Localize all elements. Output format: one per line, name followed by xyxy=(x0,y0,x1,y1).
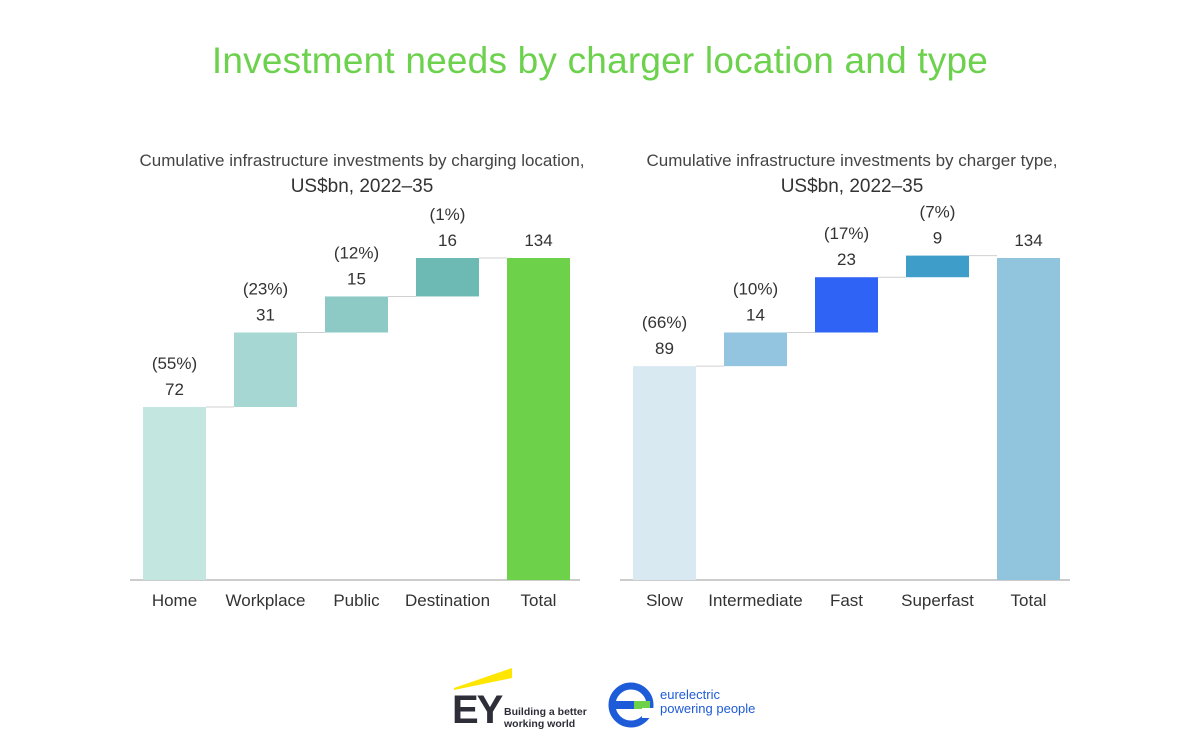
waterfall-bar xyxy=(906,255,969,278)
data-label: 14 xyxy=(746,305,765,324)
waterfall-bar xyxy=(815,277,878,333)
eurelectric-name: eurelectric xyxy=(660,687,720,702)
waterfall-chart-location: 72 (55%) Home 31 (23%) Workplace 15 (12%) Public… xyxy=(130,205,580,610)
share-label: (10%) xyxy=(733,279,778,298)
chart-subtitle: US$bn, 2022–35 xyxy=(780,176,924,197)
category-label: Intermediate xyxy=(708,591,803,610)
waterfall-bar xyxy=(507,258,570,580)
share-label: (17%) xyxy=(824,224,869,243)
category-label: Total xyxy=(1011,591,1047,610)
category-label: Public xyxy=(333,591,380,610)
waterfall-bar xyxy=(724,332,787,367)
chart-title-line: Cumulative infrastructure investments by… xyxy=(139,151,585,170)
ey-tagline-line: Building a better xyxy=(504,706,587,718)
chart-by-location: Cumulative infrastructure investments by… xyxy=(122,140,602,630)
chart-title-line: Cumulative infrastructure investments by… xyxy=(646,151,1058,170)
share-label: (7%) xyxy=(920,203,956,222)
category-label: Slow xyxy=(646,591,684,610)
share-label: (66%) xyxy=(642,313,687,332)
waterfall-bar xyxy=(143,406,206,580)
category-label: Home xyxy=(152,591,197,610)
category-label: Destination xyxy=(405,591,490,610)
eurelectric-wordmark: eurelectric powering people xyxy=(660,688,755,716)
waterfall-bar xyxy=(234,332,297,407)
waterfall-bar xyxy=(416,258,479,297)
data-label: 134 xyxy=(1014,231,1042,250)
eurelectric-tagline: powering people xyxy=(660,701,756,716)
category-label: Superfast xyxy=(901,591,974,610)
share-label: (55%) xyxy=(152,354,197,373)
ey-logo: EY Building a better working world xyxy=(450,664,590,734)
ey-tagline-line: working world xyxy=(504,718,576,730)
ey-tagline: Building a better working world xyxy=(504,706,594,730)
data-label: 31 xyxy=(256,305,275,324)
chart-subtitle: US$bn, 2022–35 xyxy=(290,176,434,197)
data-label: 23 xyxy=(837,250,856,269)
data-label: 134 xyxy=(524,231,552,250)
ey-beam-icon xyxy=(454,668,512,690)
waterfall-bar xyxy=(633,366,696,580)
page-title: Investment needs by charger location and… xyxy=(211,40,989,81)
waterfall-bar xyxy=(997,258,1060,580)
data-label: 89 xyxy=(655,339,674,358)
chart-title: Cumulative infrastructure investments by… xyxy=(612,148,1092,200)
share-label: (12%) xyxy=(334,243,379,262)
data-label: 9 xyxy=(933,229,942,248)
waterfall-chart-type: 89 (66%) Slow 14 (10%) Intermediate 23 (17%) Fas… xyxy=(620,203,1070,610)
category-label: Fast xyxy=(830,591,863,610)
eurelectric-e-icon xyxy=(608,682,654,728)
category-label: Workplace xyxy=(226,591,306,610)
share-label: (23%) xyxy=(243,279,288,298)
share-label: (1%) xyxy=(430,205,466,224)
footer-logos: EY Building a better working world eurel… xyxy=(0,660,1200,740)
ey-wordmark: EY xyxy=(452,688,503,732)
data-label: 16 xyxy=(438,231,457,250)
eurelectric-logo: eurelectric powering people xyxy=(608,682,778,732)
data-label: 15 xyxy=(347,269,366,288)
category-label: Total xyxy=(521,591,557,610)
waterfall-bar xyxy=(325,296,388,333)
data-label: 72 xyxy=(165,380,184,399)
chart-title: Cumulative infrastructure investments by… xyxy=(122,148,602,200)
chart-by-type: Cumulative infrastructure investments by… xyxy=(612,140,1092,630)
